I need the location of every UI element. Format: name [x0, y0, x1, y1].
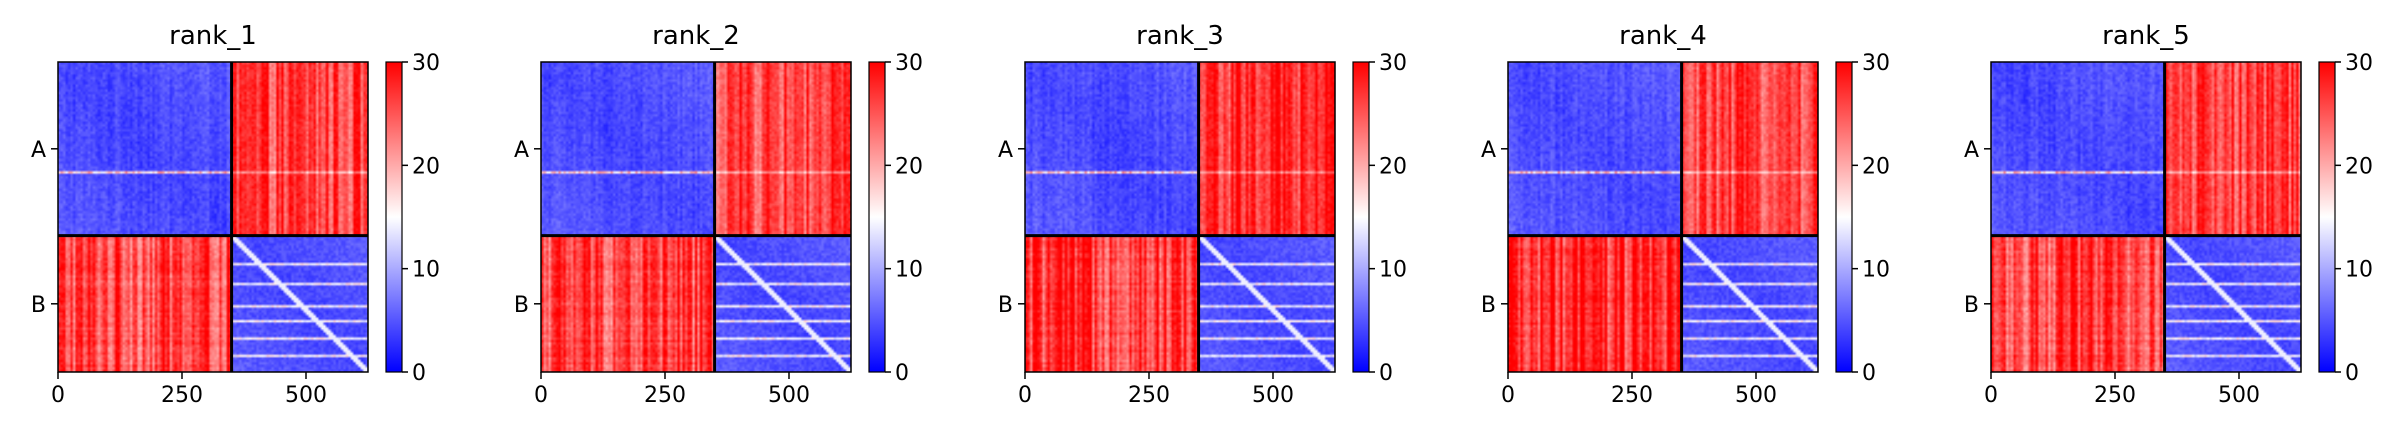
x-tick-label: 250 — [2094, 383, 2136, 408]
colorbar-tick-label: 0 — [412, 361, 426, 386]
colorbar — [868, 61, 886, 373]
colorbar-tick-label: 0 — [2345, 361, 2359, 386]
colorbar — [385, 61, 403, 373]
x-tick-label: 0 — [534, 383, 548, 408]
x-tick-label: 250 — [1128, 383, 1170, 408]
colorbar-tick-label: 30 — [895, 51, 923, 76]
panel-5: rank_5 0 250 500 A B 0 10 20 30 — [1964, 21, 2373, 408]
colorbar-tick-label: 20 — [895, 154, 923, 179]
plot-frame — [1507, 61, 1819, 373]
y-tick-label: B — [1481, 293, 1496, 318]
heatmap-image — [1991, 62, 2301, 372]
y-tick-label: B — [998, 293, 1013, 318]
colorbar — [2318, 61, 2336, 373]
x-tick-label: 0 — [1018, 383, 1032, 408]
colorbar-tick-label: 10 — [895, 258, 923, 283]
y-tick-label: A — [514, 138, 529, 163]
colorbar — [1835, 61, 1853, 373]
panel-title: rank_3 — [1136, 21, 1224, 51]
colorbar-tick-label: 10 — [2345, 258, 2373, 283]
colorbar-tick-label: 10 — [1862, 258, 1890, 283]
panel-1: rank_1 0 250 500 A B 0 10 20 30 — [31, 21, 440, 408]
colorbar-tick-label: 20 — [1379, 154, 1407, 179]
panel-4: rank_4 0 250 500 A B 0 10 20 30 — [1481, 21, 1890, 408]
panel-title: rank_5 — [2102, 21, 2190, 51]
colorbar — [1352, 61, 1370, 373]
panel-title: rank_2 — [652, 21, 740, 51]
colorbar-tick-label: 10 — [412, 258, 440, 283]
panel-title: rank_1 — [169, 21, 257, 51]
y-tick-label: A — [998, 138, 1013, 163]
y-tick-label: A — [1964, 138, 1979, 163]
colorbar-tick-label: 30 — [412, 51, 440, 76]
colorbar-tick-label: 10 — [1379, 258, 1407, 283]
x-tick-label: 0 — [1501, 383, 1515, 408]
y-tick-label: B — [514, 293, 529, 318]
colorbar-tick-label: 0 — [1862, 361, 1876, 386]
heatmap-image — [541, 62, 851, 372]
x-tick-label: 0 — [1984, 383, 1998, 408]
panel-3: rank_3 0 250 500 A B 0 10 20 30 — [998, 21, 1407, 408]
plot-frame — [1024, 61, 1336, 373]
x-tick-label: 500 — [768, 383, 810, 408]
y-tick-label: B — [31, 293, 46, 318]
x-tick-label: 500 — [1252, 383, 1294, 408]
x-tick-label: 250 — [644, 383, 686, 408]
colorbar-tick-label: 20 — [1862, 154, 1890, 179]
heatmap-image — [58, 62, 368, 372]
colorbar-tick-label: 20 — [412, 154, 440, 179]
colorbar-tick-label: 30 — [1862, 51, 1890, 76]
plot-frame — [57, 61, 369, 373]
colorbar-tick-label: 30 — [2345, 51, 2373, 76]
panel-2: rank_2 0 250 500 A B 0 10 20 30 — [514, 21, 923, 408]
heatmap-image — [1508, 62, 1818, 372]
y-tick-label: A — [31, 138, 46, 163]
x-tick-label: 500 — [2218, 383, 2260, 408]
x-tick-label: 500 — [1735, 383, 1777, 408]
x-tick-label: 500 — [285, 383, 327, 408]
heatmap-image — [1025, 62, 1335, 372]
x-tick-label: 250 — [1611, 383, 1653, 408]
x-tick-label: 0 — [51, 383, 65, 408]
colorbar-tick-label: 20 — [2345, 154, 2373, 179]
panel-title: rank_4 — [1619, 21, 1707, 51]
colorbar-tick-label: 30 — [1379, 51, 1407, 76]
colorbar-tick-label: 0 — [1379, 361, 1393, 386]
x-tick-label: 250 — [161, 383, 203, 408]
colorbar-tick-label: 0 — [895, 361, 909, 386]
plot-frame — [1990, 61, 2302, 373]
y-tick-label: B — [1964, 293, 1979, 318]
y-tick-label: A — [1481, 138, 1496, 163]
plot-frame — [540, 61, 852, 373]
